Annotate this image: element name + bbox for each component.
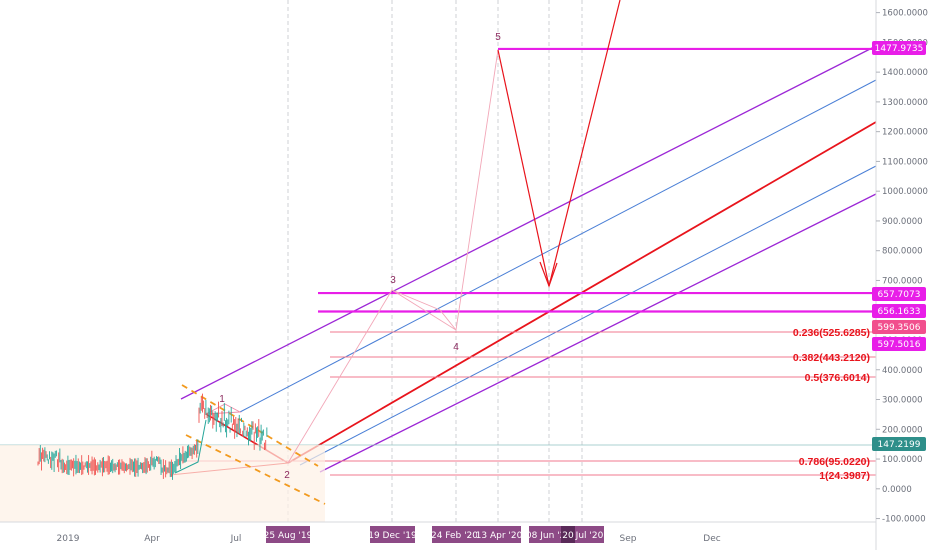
- date-badge-text: 08 Jun '20: [526, 531, 571, 541]
- wave-path: [287, 49, 499, 464]
- y-tick-label: 800.0000: [882, 247, 923, 257]
- y-tick-label: 0.0000: [882, 485, 912, 495]
- price-label-text: 599.3506: [878, 323, 921, 333]
- y-tick-label: 400.0000: [882, 366, 923, 376]
- price-label-text: 597.5016: [878, 340, 921, 350]
- y-tick-label: 200.0000: [882, 425, 923, 435]
- grid: [287, 0, 583, 522]
- y-tick-label: -100.0000: [882, 515, 926, 525]
- price-label-box: [872, 437, 926, 451]
- date-badge-text: 13 Apr '20: [476, 531, 523, 541]
- wave-label: 2: [284, 470, 290, 481]
- wave-label: 3: [390, 275, 396, 286]
- date-badge-text: 25 Aug '19: [264, 531, 313, 541]
- price-label-text: 657.7073: [878, 290, 921, 300]
- date-badge-box: [477, 526, 521, 543]
- y-tick-label: 300.0000: [882, 396, 923, 406]
- labels-layer: 1 2 3 4 5 0.236(525.6285) 0.382(443.2120) 0.5(3…: [219, 32, 926, 543]
- date-badge-box: [575, 526, 604, 543]
- x-tick-label: Sep: [620, 534, 637, 544]
- fib-zone-shade: [0, 445, 325, 522]
- x-tick-label: 2019: [57, 534, 80, 544]
- x-tick-label: Apr: [144, 534, 160, 544]
- channel-lower-dashed: [185, 434, 326, 505]
- y-tick-label: 100.0000: [882, 455, 923, 465]
- price-label-text: 656.1633: [878, 307, 921, 317]
- fib-level-label: 1(24.3987): [819, 470, 870, 482]
- drawings-layer: [0, 0, 877, 522]
- price-series: [37, 393, 268, 480]
- y-tick-label: 1400.0000: [882, 68, 928, 78]
- date-badge-text: Jul '20: [575, 531, 604, 541]
- y-tick-label: 900.0000: [882, 217, 923, 227]
- wave-label: 5: [495, 32, 501, 43]
- wave-path-alt: [391, 289, 457, 331]
- wave-label: 4: [453, 342, 459, 353]
- price-label-box: [872, 337, 926, 351]
- wave-label: 1: [219, 394, 225, 405]
- y-tick-label: 700.0000: [882, 276, 923, 286]
- y-tick-label: 1600.0000: [882, 9, 928, 19]
- date-badge-text: 24 Feb '20: [431, 531, 478, 541]
- pitchfork-inner-lower-line: [299, 165, 877, 466]
- pitchfork-upper-line: [180, 45, 877, 400]
- fib-level-label: 0.5(376.6014): [805, 372, 870, 384]
- y-tick-label: 1100.0000: [882, 157, 928, 167]
- y-tick-label: 1000.0000: [882, 187, 928, 197]
- candle-run: [174, 419, 207, 474]
- price-label-box: [872, 320, 926, 334]
- date-badge-box: [266, 526, 310, 543]
- fib-level-label: 0.236(525.6285): [793, 327, 870, 339]
- fib-level-label: 0.786(95.0220): [799, 456, 870, 468]
- pitchfork-lower-line: [319, 193, 877, 473]
- wave-1-shape: [205, 403, 242, 415]
- price-label-text: 1477.9735: [875, 44, 924, 54]
- x-tick-label: Dec: [703, 534, 720, 544]
- y-tick-label: 1300.0000: [882, 98, 928, 108]
- fib-level-label: 0.382(443.2120): [793, 352, 870, 364]
- date-badge-box: [432, 526, 477, 543]
- x-tick-label: Jul: [230, 534, 242, 544]
- arrow-head: [539, 261, 558, 288]
- price-label-box: [872, 287, 926, 301]
- price-label-box: [872, 41, 926, 55]
- channel-upper-dashed: [181, 384, 319, 467]
- date-badge-text: 20: [562, 531, 574, 541]
- date-badge-text: 19 Dec '19: [368, 531, 417, 541]
- date-badge-box: [561, 526, 575, 543]
- price-label-text: 147.2199: [878, 440, 921, 450]
- date-badge-box: [529, 526, 568, 543]
- date-badge-box: [370, 526, 415, 543]
- price-label-box: [872, 304, 926, 318]
- y-tick-label: 1200.0000: [882, 128, 928, 138]
